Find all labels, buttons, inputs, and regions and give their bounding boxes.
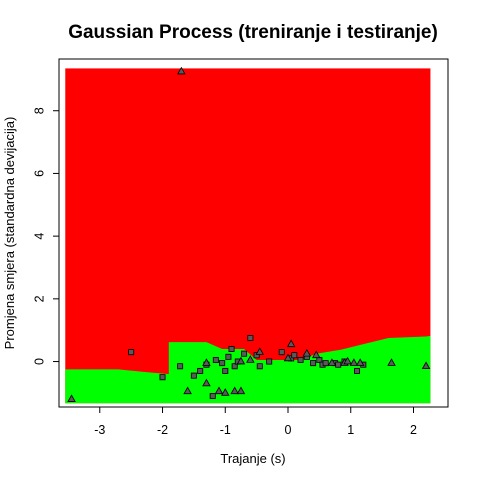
y-tick-label: 0 <box>32 358 46 365</box>
data-point-square <box>209 393 216 400</box>
data-point-square <box>291 352 298 359</box>
data-point-square <box>278 349 285 356</box>
data-point-triangle <box>343 356 352 365</box>
decision-regions <box>65 68 431 404</box>
data-point-triangle <box>214 386 224 395</box>
data-point-triangle <box>327 358 337 366</box>
x-tick-label: -2 <box>157 423 168 437</box>
data-point-triangle <box>255 347 265 355</box>
data-point-square <box>247 335 254 342</box>
data-point-square <box>231 363 238 370</box>
data-point-square <box>177 363 184 370</box>
data-point-square <box>128 349 135 356</box>
data-point-square <box>228 345 235 352</box>
data-point-triangle <box>387 358 396 366</box>
data-point-triangle <box>183 386 192 395</box>
data-point-square <box>354 367 361 374</box>
data-point-triangle <box>302 348 312 357</box>
y-tick-label: 6 <box>32 170 46 177</box>
data-points <box>67 66 431 402</box>
data-point-square <box>197 367 204 374</box>
data-point-triangle <box>202 358 211 366</box>
x-axis-label: Trajanje (s) <box>220 451 285 466</box>
data-point-square <box>297 356 304 363</box>
data-point-triangle <box>421 361 431 370</box>
data-point-triangle <box>177 66 186 75</box>
x-tick-label: -1 <box>220 423 231 437</box>
data-point-triangle <box>202 378 211 387</box>
x-axis: -3 -2 -1 0 1 2 <box>94 406 417 437</box>
y-tick-label: 8 <box>32 107 46 114</box>
data-point-triangle <box>246 355 255 363</box>
region-class-b <box>65 335 431 404</box>
x-tick-label: 1 <box>347 423 354 437</box>
x-tick-label: -3 <box>94 423 105 437</box>
data-point-triangle <box>67 394 76 402</box>
x-tick-label: 0 <box>285 423 292 437</box>
data-point-triangle <box>220 388 230 396</box>
chart-title: Gaussian Process (treniranje i testiranj… <box>68 22 438 43</box>
data-point-square <box>266 358 273 365</box>
data-point-square <box>310 360 317 367</box>
data-point-triangle <box>311 350 321 359</box>
data-point-square <box>159 374 166 381</box>
y-axis: 0 2 4 6 8 <box>32 107 60 365</box>
data-point-square <box>256 363 263 370</box>
data-point-square <box>225 353 232 360</box>
data-point-square <box>253 352 260 359</box>
y-tick-label: 4 <box>32 233 46 240</box>
data-point-square <box>222 367 229 374</box>
data-point-triangle <box>236 356 246 365</box>
y-axis-label: Promjena smjera (standardna devijacija) <box>2 117 17 350</box>
data-point-triangle <box>236 386 246 395</box>
data-point-square <box>241 350 248 357</box>
data-point-square <box>219 360 226 367</box>
y-tick-label: 2 <box>32 295 46 302</box>
data-point-triangle <box>349 358 359 366</box>
data-point-triangle <box>283 353 293 362</box>
data-point-triangle <box>230 386 239 395</box>
data-point-square <box>190 372 197 379</box>
data-point-square <box>212 356 219 363</box>
x-tick-label: 2 <box>410 423 417 437</box>
data-point-square <box>335 361 342 368</box>
data-point-square <box>322 360 329 367</box>
data-point-triangle <box>355 358 365 366</box>
data-point-triangle <box>286 339 296 348</box>
